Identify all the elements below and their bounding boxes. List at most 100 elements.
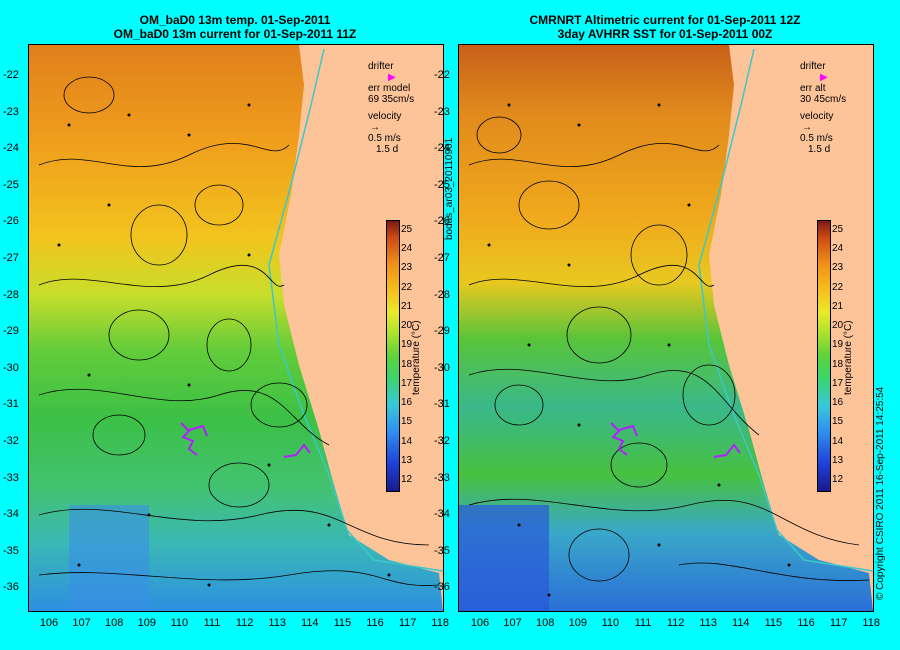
- right-colorbar-tick-label: 21: [832, 300, 844, 312]
- left-y-tick-label: -22: [3, 69, 19, 81]
- right-x-tick-label: 112: [666, 617, 685, 629]
- left-x-tick-label: 109: [137, 617, 156, 629]
- left-colorbar-tick-label: 12: [401, 474, 413, 485]
- right-current-streamlines: [468, 116, 870, 582]
- right-colorbar-tick-label: 19: [832, 339, 844, 351]
- file-id-text: bodas_ar03_20110901: [444, 137, 455, 240]
- right-x-tick-label: 114: [732, 617, 750, 629]
- left-colorbar: [386, 220, 400, 492]
- right-y-tick-label: -25: [434, 178, 450, 191]
- right-y-tick-label: -36: [434, 581, 450, 594]
- left-legend-err1: err model: [368, 83, 411, 94]
- left-title-1: OM_baD0 13m temp. 01-Sep-2011: [139, 13, 331, 27]
- right-legend-err1: err alt: [800, 83, 826, 94]
- right-legend-drifter-icon: ▶: [820, 72, 828, 83]
- left-colorbar-tick-label: 23: [401, 262, 413, 274]
- right-y-tick-label: -35: [434, 544, 450, 557]
- right-title-1: CMRNRT Altimetric current for 01-Sep-201…: [529, 13, 801, 27]
- copyright-text: © Copyright CSIRO 2011 16-Sep-2011 14:25…: [875, 386, 886, 600]
- right-y-tick-label: -22: [434, 69, 450, 81]
- right-y-tick-label: -29: [434, 325, 450, 338]
- right-y-tick-label: -30: [434, 361, 450, 374]
- left-x-tick-label: 112: [235, 617, 254, 629]
- left-legend: drifter ▶ err model 69 35cm/s velocity →…: [368, 61, 414, 155]
- left-sst-map: [29, 45, 443, 611]
- right-legend: drifter ▶ err alt 30 45cm/s velocity → 0…: [800, 61, 846, 155]
- left-y-tick-label: -36: [3, 581, 19, 594]
- left-x-tick-label: 113: [268, 617, 286, 629]
- right-colorbar-tick-label: 25: [832, 224, 844, 235]
- right-y-tick-label: -32: [434, 435, 450, 447]
- left-current-streamlines: [38, 76, 440, 586]
- left-y-tick-label: -23: [3, 105, 19, 118]
- right-x-tick-label: 108: [536, 617, 555, 629]
- right-colorbar-tick-label: 15: [832, 416, 844, 428]
- right-colorbar-tick-label: 18: [832, 358, 844, 370]
- left-x-tick-label: 114: [301, 617, 319, 629]
- left-y-tick-label: -30: [3, 361, 19, 374]
- right-y-tick-label: -27: [434, 252, 450, 264]
- left-y-tick-label: -27: [3, 252, 19, 264]
- left-x-tick-label: 111: [203, 617, 221, 629]
- right-x-tick-label: 115: [764, 617, 783, 629]
- left-title-2: OM_baD0 13m current for 01-Sep-2011 11Z: [113, 27, 357, 41]
- right-x-tick-label: 109: [568, 617, 587, 629]
- left-colorbar-tick-label: 22: [401, 281, 413, 293]
- right-title-2: 3day AVHRR SST for 01-Sep-2011 00Z: [557, 27, 773, 41]
- right-colorbar-tick-label: 13: [832, 454, 844, 466]
- left-legend-err2: 69 35cm/s: [368, 94, 415, 105]
- right-current-arrows: [487, 103, 791, 597]
- right-legend-vel2: 1.5 d: [808, 144, 831, 155]
- left-x-tick-label: 118: [431, 617, 449, 629]
- right-map-panel[interactable]: [458, 44, 874, 612]
- right-x-tick-label: 118: [862, 617, 880, 629]
- left-legend-velocity: velocity: [368, 111, 402, 122]
- left-colorbar-tick-label: 20: [401, 320, 413, 332]
- left-y-tick-label: -33: [3, 471, 19, 484]
- left-colorbar-tick-label: 19: [401, 339, 413, 351]
- left-x-tick-label: 116: [366, 617, 384, 629]
- left-x-tick-label: 107: [72, 617, 91, 629]
- right-y-tick-label: -33: [434, 471, 450, 484]
- left-y-tick-label: -28: [3, 288, 19, 301]
- left-colorbar-tick-label: 14: [401, 435, 413, 447]
- left-x-tick-label: 106: [39, 617, 59, 629]
- left-colorbar-tick-label: 13: [401, 454, 413, 466]
- right-y-tick-label: -24: [434, 142, 450, 155]
- right-y-tick-label: -28: [434, 288, 450, 301]
- right-x-tick-label: 111: [634, 617, 652, 629]
- left-colorbar-tick-label: 24: [401, 243, 413, 255]
- right-land: [709, 45, 873, 611]
- left-y-tick-label: -26: [3, 215, 19, 228]
- right-colorbar-tick-label: 16: [832, 397, 844, 409]
- left-x-tick-label: 115: [333, 617, 352, 629]
- left-y-tick-label: -29: [3, 325, 19, 338]
- left-y-tick-label: -35: [3, 544, 19, 557]
- left-y-tick-label: -34: [3, 508, 19, 521]
- right-colorbar-tick-label: 14: [832, 435, 844, 447]
- left-drifter-tracks: [180, 422, 311, 458]
- right-legend-err2: 30 45cm/s: [800, 94, 847, 105]
- right-legend-arrow-icon: →: [802, 122, 812, 133]
- left-colorbar-tick-label: 16: [401, 397, 413, 409]
- left-legend-drifter-label: drifter: [368, 61, 394, 72]
- right-y-tick-label: -34: [434, 508, 450, 521]
- left-x-tick-label: 117: [398, 617, 417, 629]
- left-shelf-contour: [268, 48, 443, 572]
- left-legend-drifter: drifter: [368, 61, 414, 72]
- left-colorbar-tick-label: 15: [401, 416, 413, 428]
- right-x-tick-label: 113: [699, 617, 717, 629]
- right-colorbar-tick-label: 23: [832, 262, 844, 274]
- right-legend-vel1: 0.5 m/s: [800, 133, 833, 144]
- left-land: [279, 45, 443, 611]
- right-legend-velocity: velocity: [800, 111, 834, 122]
- right-drifter-tracks: [610, 422, 741, 458]
- left-colorbar-tick-label: 18: [401, 358, 413, 370]
- left-y-tick-label: -24: [3, 142, 19, 155]
- right-colorbar-tick-label: 22: [832, 281, 844, 293]
- right-legend-drifter: drifter: [800, 61, 826, 72]
- left-colorbar-tick-label: 21: [401, 300, 413, 312]
- left-y-tick-label: -31: [3, 398, 19, 411]
- left-map-panel[interactable]: [28, 44, 444, 612]
- right-colorbar-tick-label: 24: [832, 243, 844, 255]
